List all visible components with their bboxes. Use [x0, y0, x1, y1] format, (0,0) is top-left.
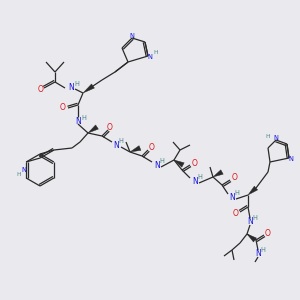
Text: O: O	[60, 103, 66, 112]
Text: H: H	[82, 115, 86, 121]
Text: H: H	[266, 134, 270, 140]
Text: N: N	[113, 140, 119, 149]
Text: N: N	[192, 176, 198, 185]
Text: N: N	[148, 54, 152, 60]
Text: N: N	[75, 116, 81, 125]
Text: H: H	[16, 172, 20, 176]
Polygon shape	[130, 146, 141, 152]
Text: O: O	[265, 229, 271, 238]
Text: N: N	[229, 193, 235, 202]
Text: O: O	[149, 142, 155, 152]
Text: N: N	[247, 218, 253, 226]
Text: N: N	[22, 167, 27, 173]
Text: H: H	[261, 247, 266, 253]
Text: N: N	[274, 135, 278, 141]
Text: O: O	[192, 158, 198, 167]
Text: O: O	[107, 122, 113, 131]
Polygon shape	[247, 234, 256, 242]
Polygon shape	[248, 186, 258, 195]
Text: H: H	[235, 190, 239, 196]
Polygon shape	[88, 125, 98, 133]
Text: N: N	[289, 156, 293, 162]
Text: N: N	[154, 160, 160, 169]
Text: N: N	[255, 250, 261, 259]
Text: N: N	[130, 33, 134, 39]
Text: H: H	[253, 215, 257, 221]
Text: O: O	[233, 208, 239, 217]
Text: O: O	[232, 173, 238, 182]
Polygon shape	[83, 84, 94, 93]
Text: H: H	[160, 158, 164, 164]
Text: H: H	[198, 174, 203, 180]
Polygon shape	[213, 170, 223, 177]
Text: H: H	[154, 50, 158, 56]
Polygon shape	[174, 160, 184, 167]
Text: O: O	[38, 85, 44, 94]
Text: N: N	[68, 82, 74, 91]
Text: H: H	[75, 81, 80, 87]
Text: H: H	[118, 138, 123, 144]
